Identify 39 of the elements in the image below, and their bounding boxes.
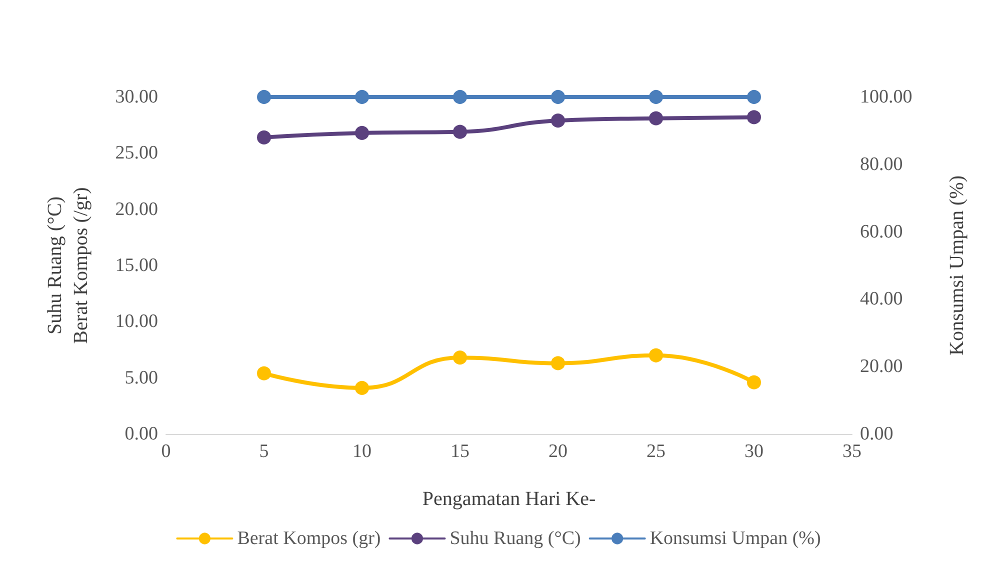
point [257,366,271,380]
x-tick-label: 35 [842,441,862,462]
y2-axis-title: Konsumsi Umpan (%) [946,176,968,356]
point [453,124,467,139]
x-tick-label: 25 [646,441,666,462]
y-tick-label: 0.00 [124,424,158,444]
y-tick-label: 20.00 [115,198,158,220]
y-tick-label: 30.00 [115,86,158,108]
y2-tick-label: 20.00 [860,356,903,378]
x-tick-label: 0 [161,441,171,462]
point [355,380,369,395]
y2-tick-label: 60.00 [860,221,903,242]
legend-label: Konsumsi Umpan (%) [650,528,821,549]
x-tick-label: 20 [548,441,568,462]
y-tick-label: 10.00 [115,311,158,332]
point [551,356,565,370]
y-tick-label: 25.00 [115,142,158,164]
point [649,111,663,126]
y2-tick-label: 80.00 [860,154,903,175]
x-tick-label: 5 [259,441,269,462]
point [747,375,761,390]
legend-label: Suhu Ruang (°C) [450,528,581,549]
y-tick-label: 5.00 [124,367,158,388]
point [747,110,761,124]
y-axis-title: Suhu Ruang (°C) Berat Kompos (/gr) [44,187,92,344]
y-tick-label: 15.00 [115,255,158,276]
x-axis-title: Pengamatan Hari Ke- [422,488,596,510]
y2-tick-label: 100.00 [860,86,912,108]
x-tick-label: 30 [744,441,764,462]
point [551,114,565,128]
x-tick-label: 10 [352,441,372,462]
point [453,350,467,365]
y2-tick-label: 40.00 [860,288,903,310]
point [355,126,369,140]
point [257,130,271,144]
x-tick-label: 15 [450,441,470,462]
point [649,348,663,362]
y2-tick-label: 0.00 [860,424,894,444]
legend-label: Berat Kompos (gr) [237,528,381,549]
